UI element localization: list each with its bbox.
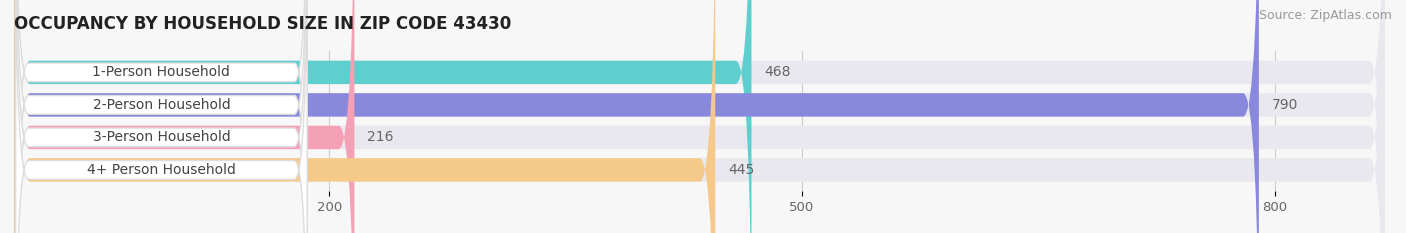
FancyBboxPatch shape (14, 0, 1385, 233)
Text: Source: ZipAtlas.com: Source: ZipAtlas.com (1258, 9, 1392, 22)
FancyBboxPatch shape (15, 0, 307, 233)
Text: 4+ Person Household: 4+ Person Household (87, 163, 236, 177)
FancyBboxPatch shape (14, 0, 751, 233)
Text: 445: 445 (728, 163, 754, 177)
Text: 3-Person Household: 3-Person Household (93, 130, 231, 144)
FancyBboxPatch shape (15, 0, 307, 233)
FancyBboxPatch shape (14, 0, 1385, 233)
Text: 216: 216 (367, 130, 394, 144)
FancyBboxPatch shape (14, 0, 1258, 233)
Text: OCCUPANCY BY HOUSEHOLD SIZE IN ZIP CODE 43430: OCCUPANCY BY HOUSEHOLD SIZE IN ZIP CODE … (14, 15, 512, 33)
Text: 2-Person Household: 2-Person Household (93, 98, 231, 112)
FancyBboxPatch shape (14, 0, 716, 233)
Text: 1-Person Household: 1-Person Household (93, 65, 231, 79)
Text: 468: 468 (763, 65, 790, 79)
FancyBboxPatch shape (14, 0, 1385, 233)
FancyBboxPatch shape (14, 0, 354, 233)
FancyBboxPatch shape (15, 0, 307, 233)
FancyBboxPatch shape (15, 0, 307, 233)
Text: 790: 790 (1271, 98, 1298, 112)
FancyBboxPatch shape (14, 0, 1385, 233)
